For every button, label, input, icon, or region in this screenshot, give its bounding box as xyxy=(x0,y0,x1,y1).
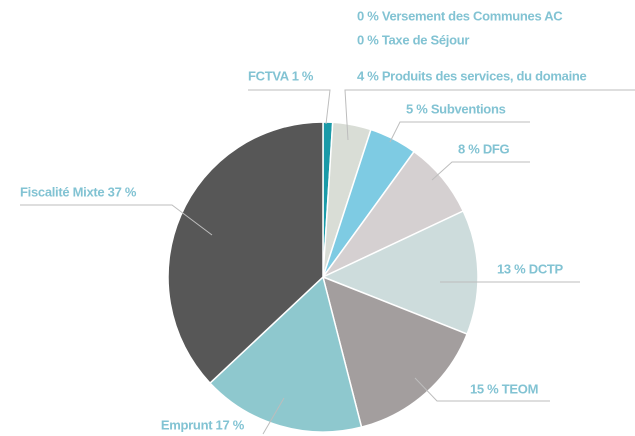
pie-slice xyxy=(321,210,479,336)
pie-slice xyxy=(321,275,469,429)
slice-label: 8 % DFG xyxy=(458,141,510,156)
leader-line xyxy=(344,89,635,141)
slice-label: 0 % Versement des Communes AC xyxy=(357,8,563,23)
slice-label: 15 % TEOM xyxy=(470,381,538,396)
leader-line xyxy=(389,121,530,143)
leader-line xyxy=(248,89,331,125)
slice-label: 5 % Subventions xyxy=(406,101,506,116)
slice-label: Emprunt 17 % xyxy=(161,417,245,432)
leader-line xyxy=(414,377,550,402)
leader-line xyxy=(20,204,213,236)
pie-slice xyxy=(167,121,324,385)
leader-line xyxy=(262,397,285,435)
pie-slice xyxy=(208,275,363,433)
slice-label: 13 % DCTP xyxy=(497,261,564,276)
slice-label: 4 % Produits des services, du domaine xyxy=(357,68,587,83)
leader-line xyxy=(431,161,530,181)
slice-label: 0 % Taxe de Séjour xyxy=(357,32,469,47)
slice-label: FCTVA 1 % xyxy=(248,68,314,83)
slice-label: Fiscalité Mixte 37 % xyxy=(20,184,137,199)
